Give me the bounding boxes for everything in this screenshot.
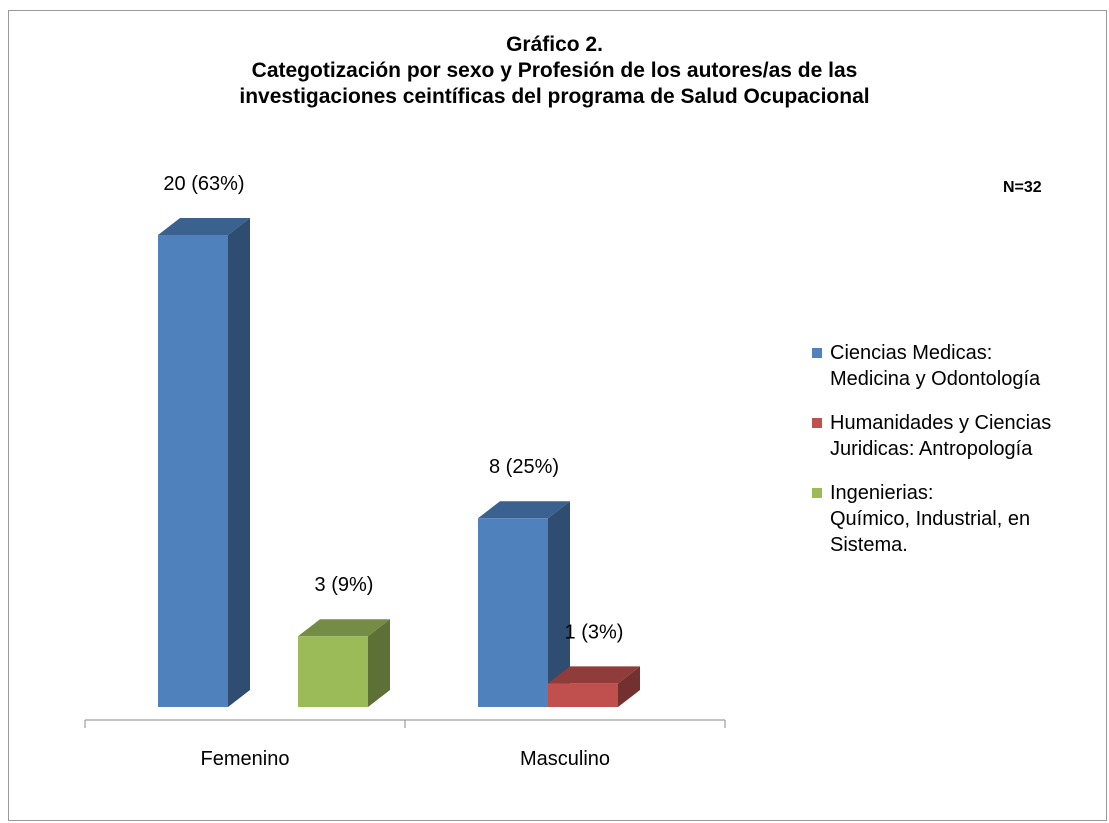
x-tick-label: Femenino	[201, 748, 290, 770]
chart-title: Gráfico 2.	[506, 33, 603, 56]
legend-label: Humanidades y Ciencias Juridicas: Antrop…	[830, 412, 1052, 460]
bar-side	[618, 666, 640, 707]
bar-side	[548, 501, 570, 707]
legend-swatch	[812, 418, 822, 428]
bar	[298, 619, 390, 707]
legend-label: Ingenierias: Químico, Industrial, en Sis…	[830, 482, 1031, 556]
data-label: 3 (9%)	[315, 574, 374, 596]
legend-item: Humanidades y Ciencias Juridicas: Antrop…	[812, 410, 1109, 462]
chart-subtitle: Categotización por sexo y Profesión de l…	[239, 59, 870, 108]
bar	[158, 218, 250, 707]
data-label: 8 (25%)	[489, 456, 559, 478]
bar-side	[368, 619, 390, 707]
bar-front	[298, 636, 368, 707]
bar-top	[158, 218, 250, 235]
annotation: N=32	[1003, 179, 1042, 196]
legend-label: Ciencias Medicas: Medicina y Odontología	[830, 342, 1041, 390]
bar-front	[548, 683, 618, 707]
x-tick-label: Masculino	[520, 748, 610, 770]
bar-top	[478, 501, 570, 519]
bar-top	[548, 666, 640, 684]
legend-swatch	[812, 348, 822, 358]
legend-item: Ingenierias: Químico, Industrial, en Sis…	[812, 480, 1109, 558]
chart-frame	[8, 10, 1107, 821]
data-label: 1 (3%)	[565, 621, 624, 643]
bar-front	[478, 518, 548, 707]
legend-item: Ciencias Medicas: Medicina y Odontología	[812, 340, 1109, 392]
chart-title-block: Gráfico 2. Categotización por sexo y Prof…	[0, 32, 1109, 110]
data-label: 20 (63%)	[163, 173, 244, 195]
bar-front	[158, 235, 228, 707]
bar	[548, 666, 640, 707]
legend-swatch	[812, 488, 822, 498]
bar-top	[298, 619, 390, 637]
bar-side	[228, 218, 250, 707]
bar	[478, 501, 570, 707]
legend: Ciencias Medicas: Medicina y Odontología…	[812, 340, 1109, 576]
